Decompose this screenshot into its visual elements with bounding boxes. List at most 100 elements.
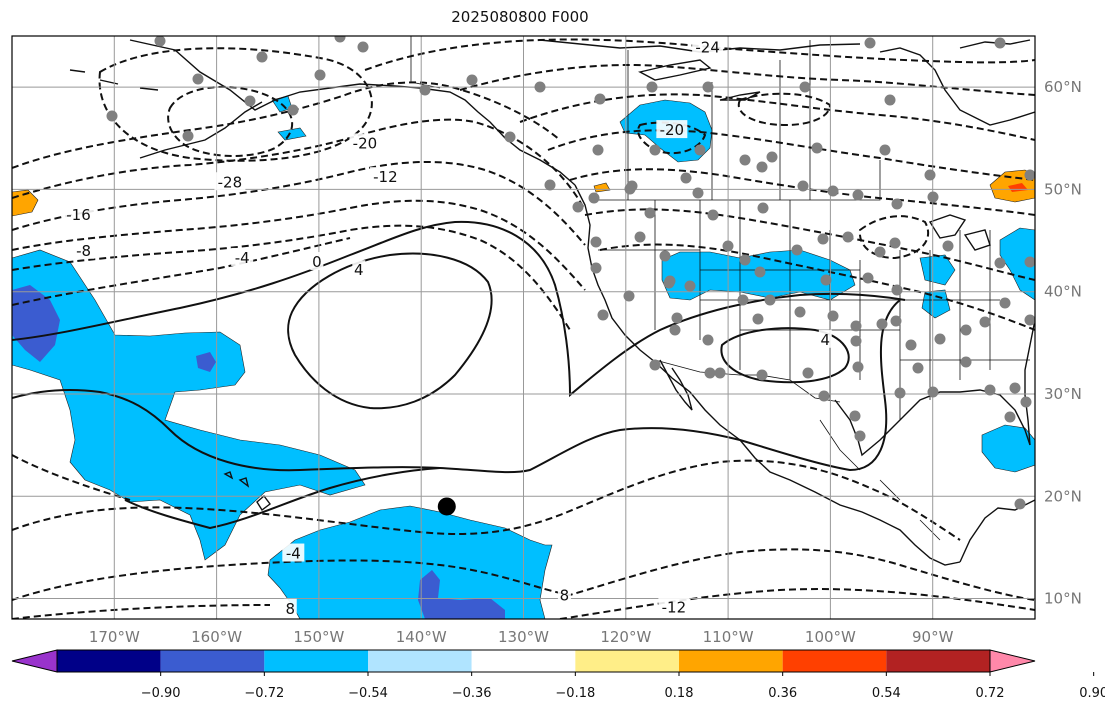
border-mexico-states	[819, 419, 941, 541]
contour-label: 8	[560, 586, 570, 604]
coastline-hudson	[879, 47, 1035, 126]
coastline-arctic-island	[719, 91, 761, 101]
station-dot	[852, 189, 864, 201]
lon-tick-label: 140°W	[396, 628, 447, 646]
station-dot	[594, 93, 606, 105]
station-dot	[192, 73, 204, 85]
map-frame	[11, 35, 1036, 620]
contour-label: -12	[662, 599, 687, 617]
station-dot	[704, 367, 716, 379]
station-dot	[544, 179, 556, 191]
contour-line-negative	[167, 85, 294, 157]
station-dot	[854, 430, 866, 442]
station-dot	[850, 320, 862, 332]
station-dot	[999, 297, 1011, 309]
contour-line-negative	[559, 588, 1035, 619]
contour-label: 0	[312, 253, 322, 271]
lon-tick-label: 160°W	[191, 628, 242, 646]
contour-label-bg	[62, 204, 94, 223]
station-dot	[817, 233, 829, 245]
colorbar-tick-label: 0.54	[872, 686, 901, 701]
station-dot	[891, 284, 903, 296]
lat-tick-label: 10°N	[1044, 590, 1082, 608]
contour-line-negative	[12, 237, 351, 306]
station-markers	[106, 36, 1035, 510]
station-dot	[314, 69, 326, 81]
station-dot	[707, 209, 719, 221]
colorbar-tick-label: −0.18	[555, 686, 595, 701]
station-dot	[994, 37, 1006, 49]
station-dot	[597, 309, 609, 321]
lat-tick-label: 30°N	[1044, 385, 1082, 403]
contour-line-negative	[737, 92, 832, 126]
station-dot	[984, 384, 996, 396]
contour-label-bg	[818, 329, 832, 348]
coastline-gulf-mexico	[959, 499, 1035, 563]
contour-line-negative	[12, 604, 271, 619]
contour-line-negative	[599, 243, 1035, 331]
station-dot	[534, 81, 546, 93]
station-dot	[702, 81, 714, 93]
station-dot	[960, 324, 972, 336]
latitude-labels: 10°N 20°N 30°N 40°N 50°N 60°N	[1044, 78, 1082, 607]
contour-label-bg	[352, 260, 366, 279]
coastline-hawaii	[223, 471, 271, 512]
station-dot	[850, 335, 862, 347]
lon-tick-label: 90°W	[912, 628, 954, 646]
contour-line-negative	[12, 199, 586, 291]
coastline-east	[1024, 319, 1035, 446]
station-dot	[934, 333, 946, 345]
colorbar-segment	[782, 650, 887, 672]
lat-tick-label: 40°N	[1044, 283, 1082, 301]
target-marker	[437, 497, 456, 516]
coastline-west-north-america	[574, 184, 961, 566]
station-dot	[694, 144, 706, 156]
contour-line-negative	[98, 47, 373, 162]
colorbar-tick-label: 0.18	[665, 686, 694, 701]
contour-label-bg	[283, 598, 297, 617]
contour-line-negative	[12, 118, 586, 211]
station-dot	[590, 236, 602, 248]
contour-label-bg	[557, 585, 571, 604]
station-dot	[671, 312, 683, 324]
lon-tick-label: 120°W	[600, 628, 651, 646]
contour-label: -8	[76, 242, 91, 260]
colorbar-frame	[56, 649, 991, 673]
station-dot	[849, 410, 861, 422]
colorbar-extend-max	[989, 649, 1036, 673]
station-dot	[876, 318, 888, 330]
station-dot	[592, 144, 604, 156]
station-dot	[722, 240, 734, 252]
coastline-arctic-island	[638, 59, 712, 81]
station-dot	[927, 191, 939, 203]
station-dot	[766, 151, 778, 163]
station-dot	[979, 316, 991, 328]
target-marker-layer	[437, 497, 456, 516]
station-dot	[256, 51, 268, 63]
coastline-aleutians	[69, 69, 159, 91]
station-dot	[739, 254, 751, 266]
negative-anomaly-area	[919, 254, 956, 286]
contour-label: -28	[218, 173, 243, 191]
positive-anomaly-area	[593, 182, 611, 193]
border-canada-provinces	[627, 40, 811, 200]
contour-line-negative	[547, 129, 1035, 181]
contour-line-negative	[858, 215, 930, 260]
station-dot	[756, 161, 768, 173]
station-dot	[590, 262, 602, 274]
station-dot	[649, 144, 661, 156]
anomaly-shading	[12, 95, 1035, 619]
contour-label-bg	[349, 133, 381, 152]
station-dot	[764, 294, 776, 306]
station-dot	[680, 172, 692, 184]
station-dot	[623, 290, 635, 302]
station-dot	[756, 369, 768, 381]
colorbar-tick-label: −0.90	[141, 686, 181, 701]
contour-line-negative	[637, 121, 707, 155]
lon-tick-label: 130°W	[498, 628, 549, 646]
station-dot	[684, 280, 696, 292]
lat-tick-label: 20°N	[1044, 487, 1082, 505]
lon-tick-label: 150°W	[293, 628, 344, 646]
contour-line-negative	[12, 224, 571, 331]
